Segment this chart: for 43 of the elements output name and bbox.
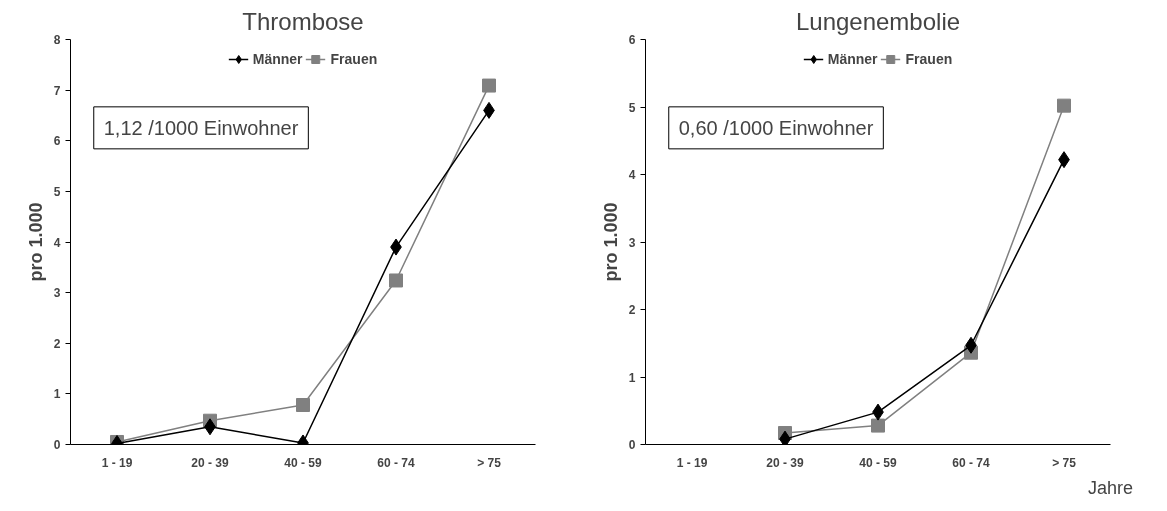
y-tick-label: 2 <box>53 336 61 351</box>
y-tick-label: 8 <box>53 33 61 47</box>
x-tick-label: 60 - 74 <box>377 455 416 470</box>
annotation: 1,12 /1000 Einwohner <box>103 116 299 139</box>
y-tick-label: 1 <box>628 370 636 385</box>
y-axis-title: pro 1.000 <box>25 202 46 282</box>
y-tick-label: 6 <box>628 33 636 47</box>
x-tick-label: 60 - 74 <box>952 455 991 470</box>
legend-label: Frauen <box>905 51 953 67</box>
annotation: 0,60 /1000 Einwohner <box>678 116 874 139</box>
y-tick-label: 7 <box>53 83 61 98</box>
y-tick-label: 0 <box>53 438 61 452</box>
y-axis-title: pro 1.000 <box>600 202 621 282</box>
x-tick-label: 40 - 59 <box>859 455 898 470</box>
y-tick-label: 4 <box>53 235 61 250</box>
y-tick-label: 3 <box>53 286 61 301</box>
point <box>871 418 885 433</box>
chart-title: Lungenembolie <box>795 7 961 35</box>
x-tick-label: 1 - 19 <box>101 455 133 470</box>
x-tick-label: 1 - 19 <box>676 455 708 470</box>
legend-label: Frauen <box>330 51 378 67</box>
point <box>779 430 791 445</box>
x-axis-title: Jahre <box>1087 477 1134 498</box>
x-tick-label: 20 - 39 <box>766 455 805 470</box>
y-tick-label: 0 <box>628 438 636 452</box>
y-tick-label: 2 <box>628 303 636 317</box>
y-tick-label: 5 <box>53 184 61 199</box>
point <box>296 398 310 413</box>
point <box>1057 98 1071 113</box>
y-tick-label: 6 <box>53 134 61 149</box>
x-tick-label: 40 - 59 <box>284 455 323 470</box>
x-tick-label: 20 - 39 <box>191 455 230 470</box>
legend-label: Männer <box>252 51 303 67</box>
x-tick-label: > 75 <box>1052 455 1077 470</box>
y-tick-label: 3 <box>628 235 636 250</box>
chart-title: Thrombose <box>242 7 364 35</box>
point <box>482 78 496 93</box>
y-tick-label: 4 <box>628 168 636 182</box>
point <box>389 273 403 288</box>
y-tick-label: 5 <box>628 100 636 115</box>
x-tick-label: > 75 <box>477 455 502 470</box>
legend-label: Männer <box>827 51 878 67</box>
y-tick-label: 1 <box>53 387 61 402</box>
